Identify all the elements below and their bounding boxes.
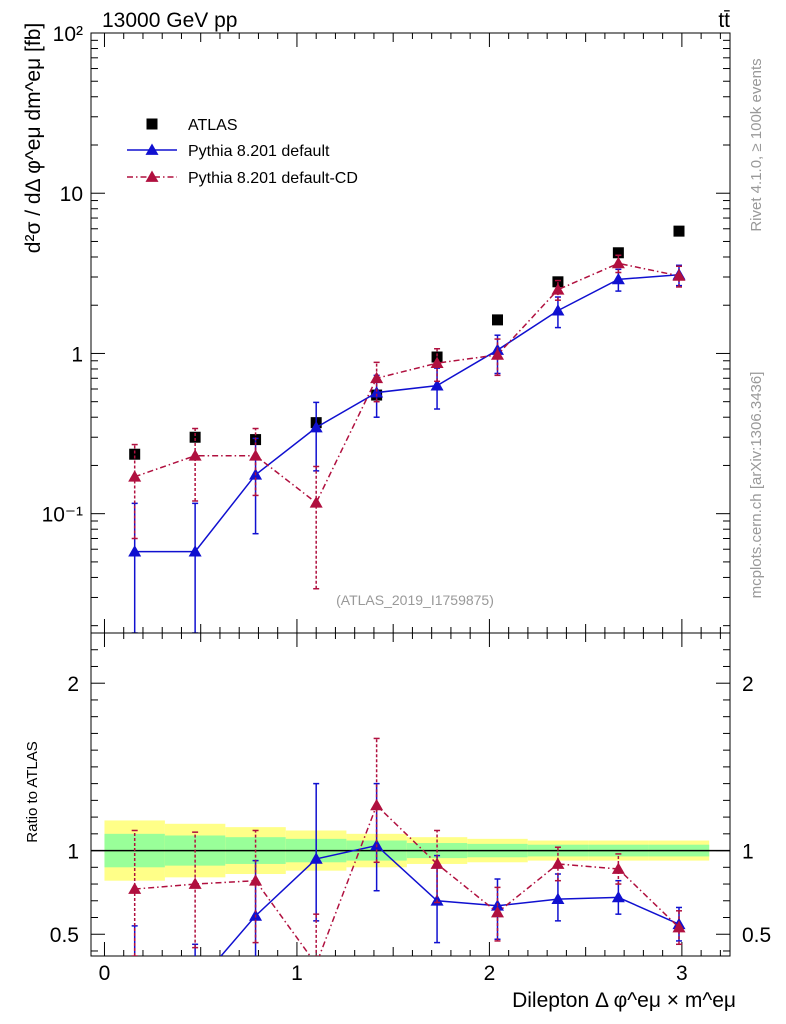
main-series-1-marker	[128, 545, 142, 557]
main-series-2-marker	[188, 449, 202, 461]
ratio-series-0-group	[128, 782, 686, 991]
ratio-series-1-marker	[672, 921, 686, 933]
ratio-y-tick-label: 0.5	[50, 924, 79, 947]
ratio-y-tick-label-right: 2	[742, 673, 754, 696]
y-tick-label: 10²	[53, 23, 83, 46]
main-frame	[90, 32, 731, 634]
main-series-2-marker	[128, 470, 142, 482]
ratio-series-0-marker	[189, 980, 202, 991]
main-series-2-group	[128, 254, 686, 590]
main-series-1-line	[134, 273, 680, 553]
main-series-2-marker	[370, 371, 384, 384]
main-series-0-marker	[552, 276, 564, 288]
x-axis-label: Dilepton Δ φ^eμ × m^eμ	[512, 989, 736, 1012]
legend-marker-triangle	[145, 143, 159, 155]
y-tick-label: 1	[71, 343, 83, 366]
ratio-y-axis-label: Ratio to ATLAS	[24, 741, 41, 842]
ratio-series-1-line	[134, 804, 680, 956]
ratio-series-1-marker	[551, 857, 565, 869]
main-series-2-line	[134, 262, 680, 504]
legend-label: Pythia 8.201 default-CD	[188, 170, 358, 187]
main-series-0-marker	[129, 448, 141, 460]
main-series-1-marker	[309, 421, 323, 433]
ratio-series-1-marker	[188, 877, 202, 889]
main-series-0-marker	[612, 247, 624, 259]
x-tick-label: 3	[676, 962, 688, 985]
ratio-series-1-marker	[310, 958, 323, 969]
main-series-1-marker	[430, 379, 444, 391]
y-tick-label: 10	[60, 183, 83, 206]
y-tick-label: 10⁻¹	[42, 504, 83, 527]
ratio-y-tick-label-right: 0.5	[742, 924, 771, 947]
legend-marker-triangle	[145, 170, 159, 182]
main-series-2-marker	[490, 348, 504, 360]
main-series-1-marker	[188, 545, 202, 557]
ratio-series-0-marker	[309, 852, 323, 864]
y-axis-label: d²σ / dΔ φ^eμ dm^eμ [fb]	[22, 23, 45, 253]
ratio-series-1-marker	[249, 874, 263, 886]
ratio-panel: 0 1 2 3 0.5 0.5 1 1 2 2 Ratio to ATLAS Dilepton Δ φ…	[24, 632, 771, 1012]
ratio-y-tick-label: 2	[67, 673, 79, 696]
ratio-series-0-marker	[611, 890, 625, 903]
legend-label: Pythia 8.201 default	[188, 143, 330, 160]
ratio-series-1-group	[128, 737, 686, 969]
legend-marker-square	[146, 118, 158, 130]
analysis-id-label: (ATLAS_2019_I1759875)	[336, 592, 494, 608]
main-series-1-marker	[551, 304, 565, 316]
collision-label: 13000 GeV pp	[102, 9, 237, 32]
ratio-series-1-marker	[611, 862, 625, 874]
main-panel: 10⁻¹ 1 10 10² d²σ / dΔ φ^eμ dm^eμ [fb] (ATLAS…	[22, 23, 731, 634]
main-series-2-marker	[551, 283, 565, 295]
main-series-1-marker	[370, 386, 384, 398]
ratio-series-0-marker	[128, 970, 141, 981]
legend-label: ATLAS	[188, 117, 238, 134]
main-series-2-marker	[249, 449, 263, 461]
main-series-0-marker	[189, 431, 201, 443]
main-series-0-marker	[673, 225, 685, 237]
ratio-series-1-marker	[370, 798, 384, 811]
mcplots-label: mcplots.cern.ch [arXiv:1306.3436]	[748, 372, 765, 599]
main-series-2-marker	[430, 356, 444, 369]
x-tick-label: 2	[484, 962, 496, 985]
ratio-series-1-marker	[490, 905, 504, 918]
process-label: tt̄	[718, 9, 730, 32]
x-tick-label: 1	[291, 962, 303, 985]
main-series-0-marker	[491, 314, 503, 326]
rivet-version-label: Rivet 4.1.0, ≥ 100k events	[748, 58, 765, 231]
main-series-2-marker	[309, 496, 323, 508]
x-tick-label: 0	[99, 962, 111, 985]
ratio-frame	[90, 632, 731, 957]
ratio-series-0-marker	[551, 892, 565, 904]
main-series-1-marker	[611, 272, 625, 285]
ratio-series-1-marker	[430, 857, 444, 869]
main-series-2-marker	[611, 256, 625, 269]
ratio-series-0-line	[220, 844, 680, 956]
ratio-y-tick-label-right: 1	[742, 841, 754, 864]
ratio-y-tick-label: 1	[67, 841, 79, 864]
main-series-0-group	[129, 225, 685, 460]
legend: ATLAS Pythia 8.201 default Pythia 8.201 de…	[127, 117, 358, 187]
ratio-series-1-marker	[128, 882, 142, 894]
main-series-2-marker	[672, 269, 686, 281]
main-series-1-group	[128, 264, 686, 633]
